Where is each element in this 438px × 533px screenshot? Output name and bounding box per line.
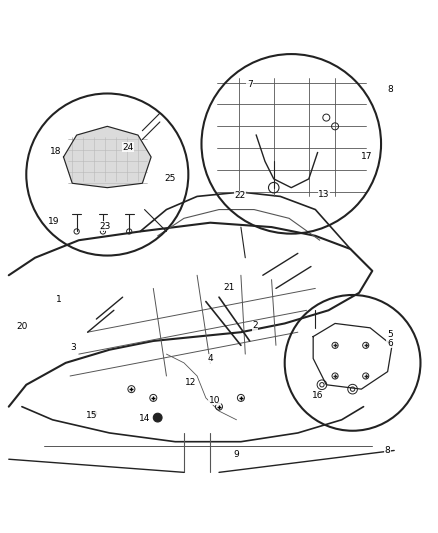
Text: 6: 6 (387, 338, 393, 348)
Text: 8: 8 (387, 85, 393, 94)
Text: 13: 13 (318, 190, 330, 199)
Text: 4: 4 (208, 354, 213, 363)
Text: 12: 12 (185, 378, 196, 387)
Text: 25: 25 (164, 174, 176, 182)
Text: 7: 7 (247, 80, 253, 89)
Text: 14: 14 (139, 415, 150, 423)
Text: 16: 16 (312, 391, 323, 400)
Text: 1: 1 (56, 295, 62, 304)
Text: 8: 8 (385, 446, 391, 455)
Text: 21: 21 (223, 283, 234, 292)
Text: 20: 20 (16, 322, 28, 332)
Text: 15: 15 (86, 411, 98, 420)
Text: 9: 9 (233, 450, 240, 459)
Text: 23: 23 (99, 222, 111, 231)
Polygon shape (64, 126, 151, 188)
Text: 3: 3 (71, 343, 77, 352)
Text: 18: 18 (50, 147, 62, 156)
Text: 19: 19 (48, 217, 59, 227)
Text: 5: 5 (387, 330, 393, 339)
Text: 22: 22 (234, 191, 246, 200)
Text: 17: 17 (361, 151, 373, 160)
Text: 24: 24 (122, 143, 134, 152)
Text: 10: 10 (209, 395, 220, 405)
Text: 2: 2 (252, 321, 258, 330)
Circle shape (153, 413, 162, 422)
